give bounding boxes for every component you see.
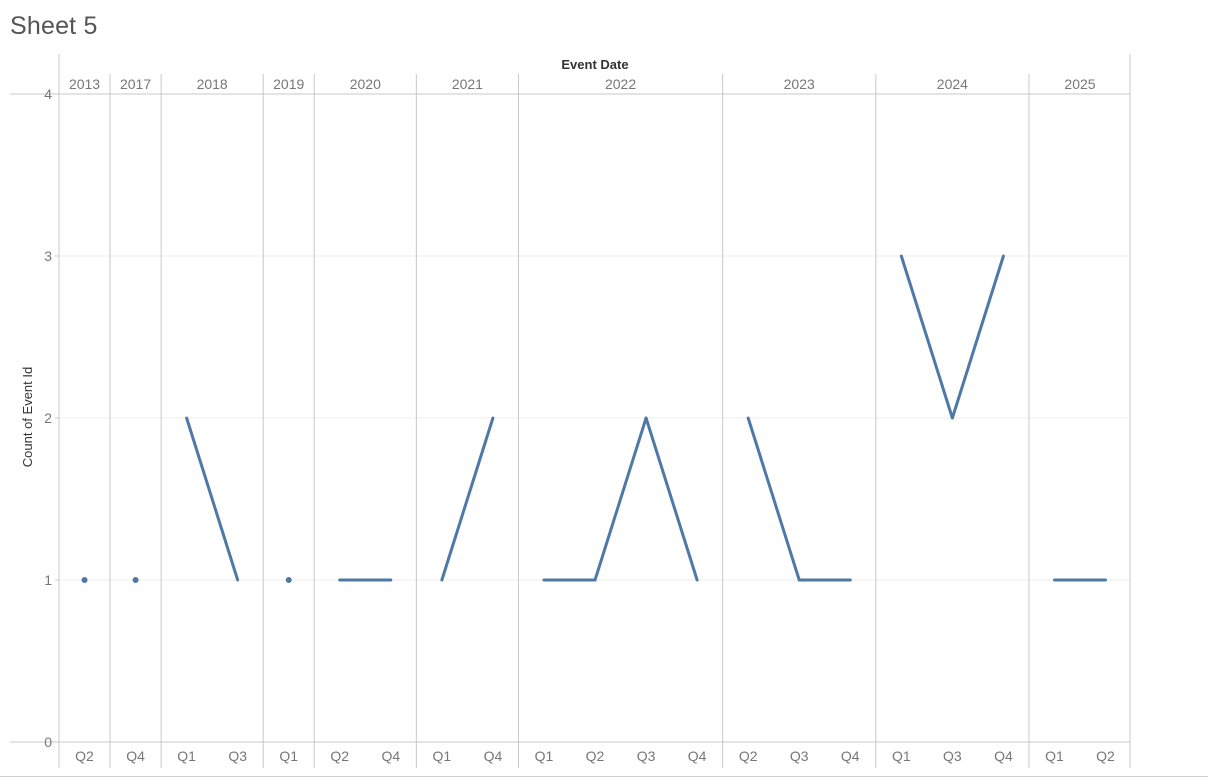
quarter-label: Q2: [586, 748, 605, 764]
data-point: [81, 577, 88, 583]
quarter-label: Q1: [892, 748, 911, 764]
year-header: 2013 2017 2018 2019 2020 2021 2022 2023 2024 2025: [69, 76, 1096, 92]
year-label: 2019: [273, 76, 304, 92]
sheet-title: Sheet 5: [10, 12, 98, 40]
data-point: [285, 577, 292, 583]
y-axis-title: Count of Event Id: [20, 367, 35, 467]
year-label: 2023: [784, 76, 815, 92]
quarter-label: Q2: [1096, 748, 1115, 764]
quarter-label: Q4: [688, 748, 707, 764]
quarter-label: Q3: [637, 748, 656, 764]
x-axis-title: Event Date: [561, 57, 628, 72]
y-tick-label: 1: [44, 572, 52, 588]
quarter-label: Q3: [228, 748, 247, 764]
y-tick-label: 3: [44, 248, 52, 264]
quarter-label: Q2: [330, 748, 349, 764]
quarter-label: Q3: [790, 748, 809, 764]
year-label: 2020: [350, 76, 381, 92]
quarter-label: Q1: [279, 748, 298, 764]
quarter-label: Q1: [1045, 748, 1064, 764]
year-label: 2024: [937, 76, 968, 92]
series-segment: [950, 254, 1005, 420]
quarter-label: Q4: [994, 748, 1013, 764]
x-axis: Q2 Q4 Q1 Q3 Q1 Q2 Q4 Q1 Q4 Q1 Q2 Q3 Q4 Q2 Q3 Q4 Q1 Q3 Q4 Q1…: [75, 748, 1115, 764]
quarter-label: Q1: [177, 748, 196, 764]
year-label: 2021: [452, 76, 483, 92]
y-tick-label: 0: [44, 734, 52, 750]
quarter-label: Q3: [943, 748, 962, 764]
series-lines: [185, 254, 1108, 582]
series-points: [81, 577, 292, 583]
quarter-label: Q2: [739, 748, 758, 764]
quarter-label: Q4: [381, 748, 400, 764]
data-point: [132, 577, 139, 583]
bottom-border: [0, 776, 1208, 777]
quarter-label: Q4: [484, 748, 503, 764]
series-segment: [746, 416, 801, 582]
series-segment: [185, 416, 240, 582]
quarter-label: Q1: [535, 748, 554, 764]
year-label: 2013: [69, 76, 100, 92]
y-axis: 0 1 2 3 4: [44, 86, 59, 750]
year-label: 2017: [120, 76, 151, 92]
y-tick-label: 2: [44, 410, 52, 426]
series-segment: [899, 254, 954, 420]
quarter-label: Q4: [841, 748, 860, 764]
y-tick-label: 4: [44, 86, 52, 102]
pane-dividers: [10, 54, 1131, 768]
gridlines: [59, 93, 1130, 581]
quarter-label: Q2: [75, 748, 94, 764]
series-segment: [440, 416, 495, 582]
quarter-label: Q1: [433, 748, 452, 764]
year-label: 2022: [605, 76, 636, 92]
year-label: 2018: [197, 76, 228, 92]
series-segment: [644, 416, 699, 582]
quarter-label: Q4: [126, 748, 145, 764]
series-segment: [593, 416, 648, 582]
year-label: 2025: [1064, 76, 1095, 92]
